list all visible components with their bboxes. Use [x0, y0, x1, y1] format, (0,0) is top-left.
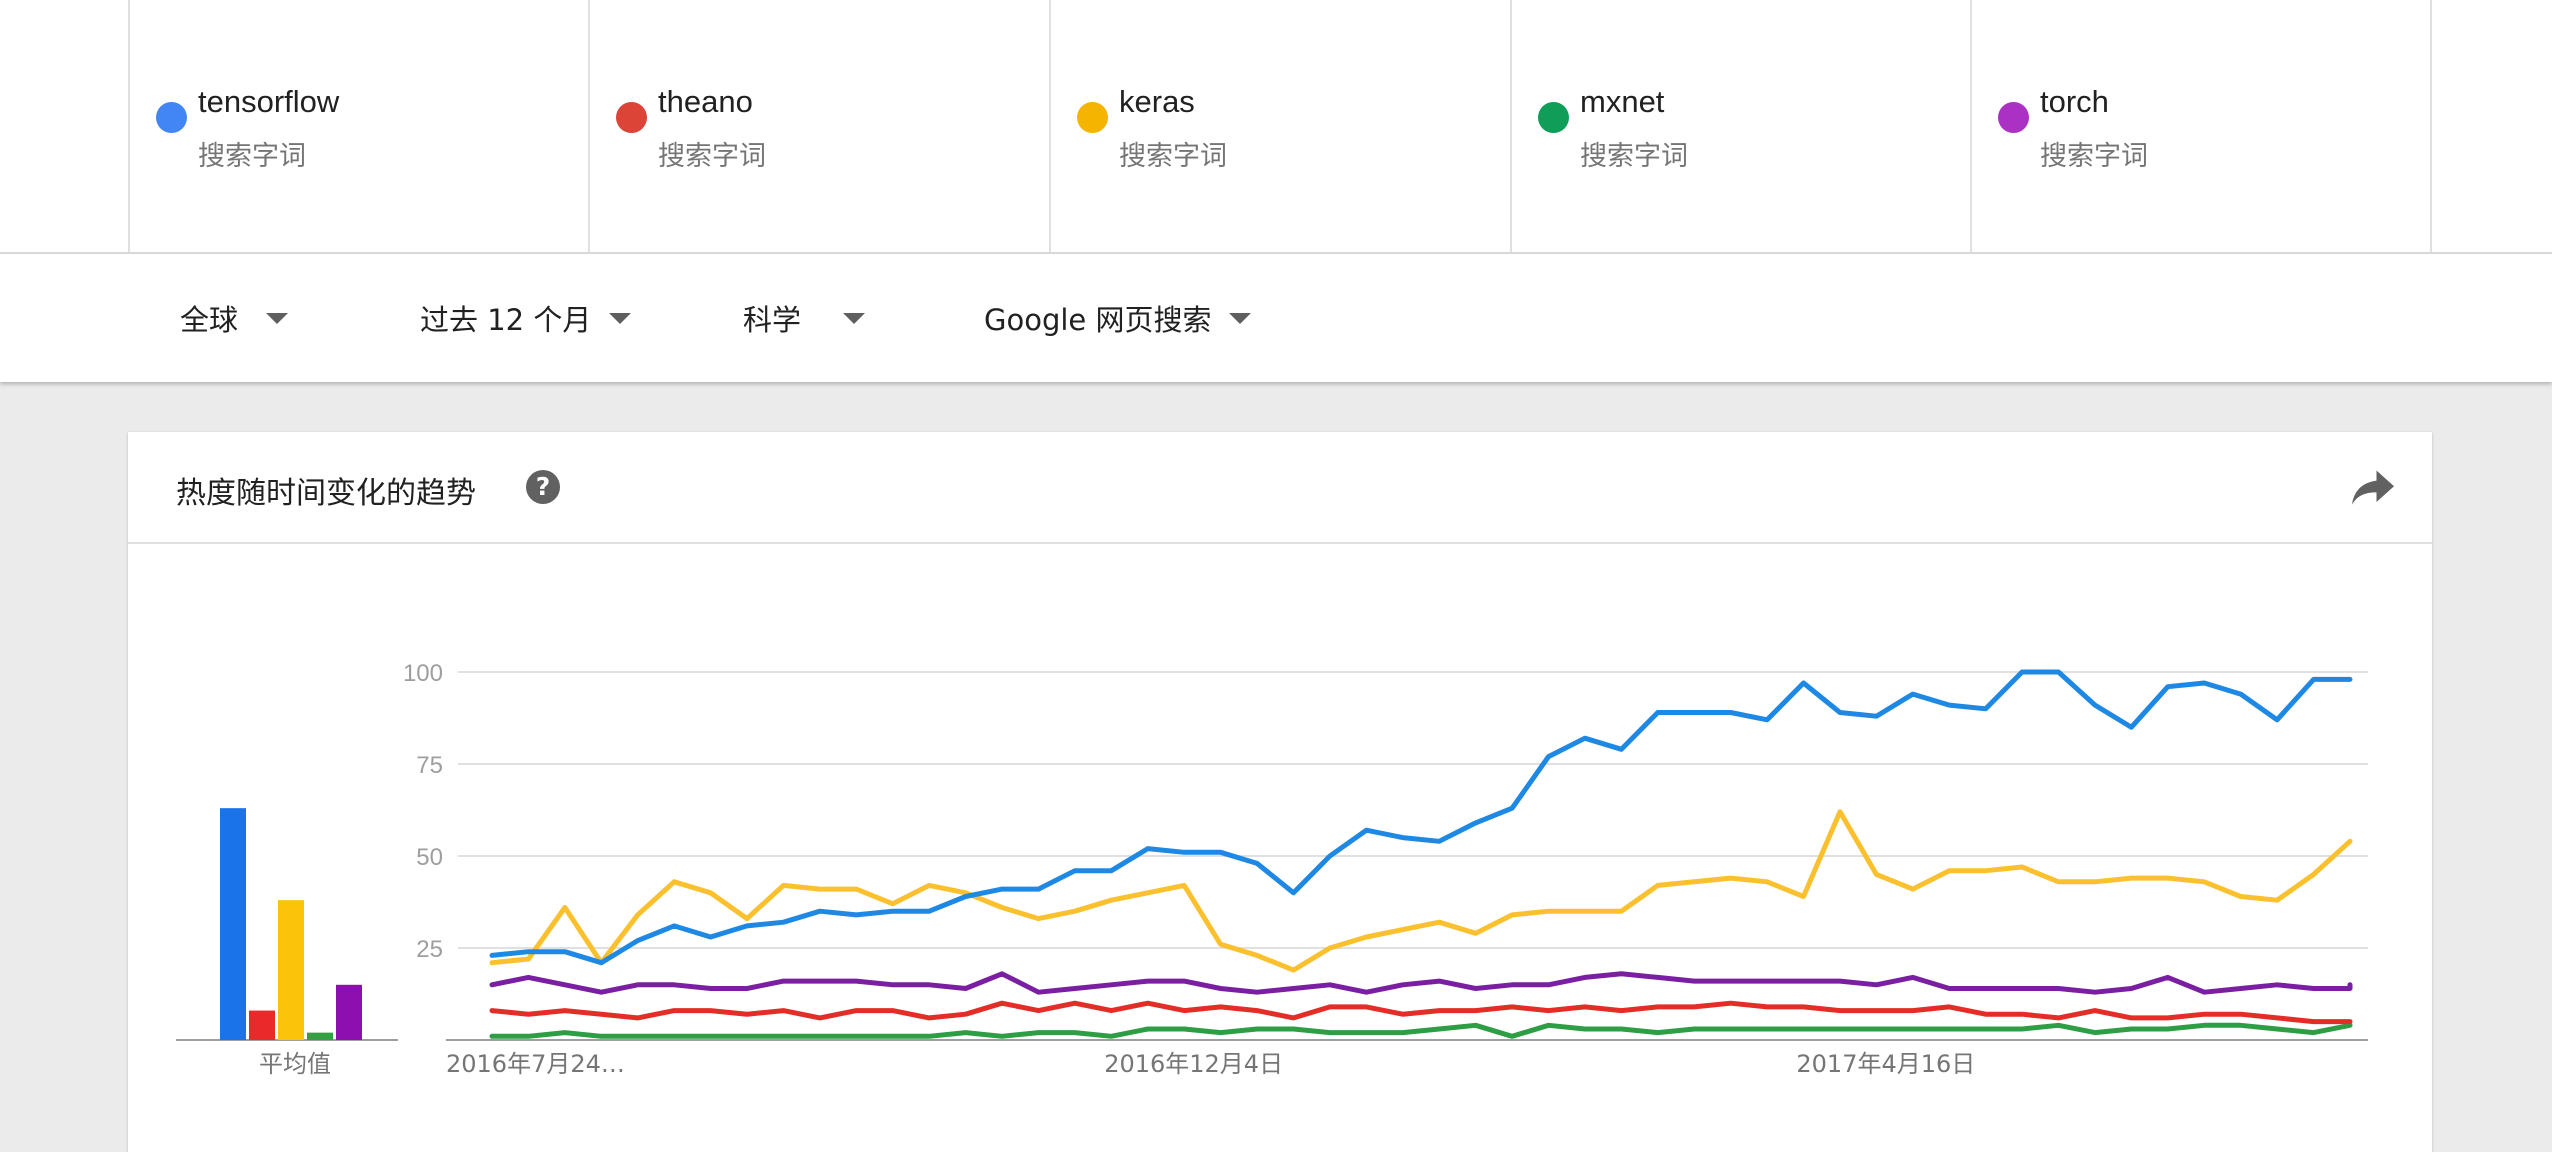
average-bar-tensorflow	[220, 808, 246, 1040]
region-label: 全球	[180, 297, 238, 339]
category-label: 科学	[743, 297, 801, 339]
y-tick-label: 75	[416, 752, 443, 779]
y-tick-label: 100	[403, 660, 443, 687]
filter-bar: 全球 过去 12 个月 科学 Google 网页搜索	[0, 254, 2552, 382]
series-line-tensorflow	[492, 672, 2350, 963]
series-line-keras	[492, 812, 2350, 970]
term-theano[interactable]: theano 搜索字词	[588, 0, 1048, 252]
term-subtitle: 搜索字词	[1119, 134, 1227, 173]
color-dot-icon	[1998, 102, 2029, 133]
averages-label: 平均值	[259, 1050, 331, 1078]
time-range-dropdown[interactable]: 过去 12 个月	[420, 298, 631, 338]
interest-over-time-card: 热度随时间变化的趋势 ? 25 50 75 100 2016年7月24… 2016年12月…	[128, 432, 2432, 1152]
average-bar-mxnet	[307, 1033, 333, 1040]
dropdown-caret-icon	[843, 313, 865, 324]
color-dot-icon	[156, 102, 187, 133]
time-range-label: 过去 12 个月	[420, 297, 591, 339]
term-keras[interactable]: keras 搜索字词	[1049, 0, 1509, 252]
search-terms-bar: tensorflow 搜索字词 theano 搜索字词 keras 搜索字词 m…	[0, 0, 2552, 254]
trend-chart: 25 50 75 100 2016年7月24… 2016年12月4日 2017年4月16日 平…	[128, 432, 2432, 1152]
series-line-torch	[492, 974, 2350, 992]
divider	[2430, 0, 2432, 252]
term-name: torch	[2040, 84, 2109, 120]
y-tick-label: 50	[416, 844, 443, 871]
series-line-theano	[492, 1003, 2350, 1021]
term-torch[interactable]: torch 搜索字词	[1970, 0, 2430, 252]
color-dot-icon	[1077, 102, 1108, 133]
y-tick-label: 25	[416, 936, 443, 963]
series-line-mxnet	[492, 1025, 2350, 1036]
dropdown-caret-icon	[1229, 313, 1251, 324]
search-type-label: Google 网页搜索	[984, 297, 1211, 339]
term-subtitle: 搜索字词	[2040, 134, 2148, 173]
dropdown-caret-icon	[609, 313, 631, 324]
term-name: theano	[658, 84, 753, 120]
average-bar-torch	[336, 985, 362, 1040]
term-name: tensorflow	[198, 84, 339, 120]
color-dot-icon	[1538, 102, 1569, 133]
term-subtitle: 搜索字词	[658, 134, 766, 173]
region-dropdown[interactable]: 全球	[180, 298, 288, 338]
search-type-dropdown[interactable]: Google 网页搜索	[984, 298, 1251, 338]
average-bar-keras	[278, 900, 304, 1040]
term-tensorflow[interactable]: tensorflow 搜索字词	[128, 0, 588, 252]
term-subtitle: 搜索字词	[1580, 134, 1688, 173]
category-dropdown[interactable]: 科学	[743, 298, 865, 338]
term-name: mxnet	[1580, 84, 1664, 120]
x-tick-label: 2016年12月4日	[1104, 1050, 1283, 1078]
term-name: keras	[1119, 84, 1195, 120]
term-mxnet[interactable]: mxnet 搜索字词	[1510, 0, 1970, 252]
average-bar-theano	[249, 1011, 275, 1040]
term-subtitle: 搜索字词	[198, 134, 306, 173]
x-tick-label: 2017年4月16日	[1796, 1050, 1975, 1078]
x-tick-label: 2016年7月24…	[446, 1050, 625, 1078]
color-dot-icon	[616, 102, 647, 133]
dropdown-caret-icon	[266, 313, 288, 324]
